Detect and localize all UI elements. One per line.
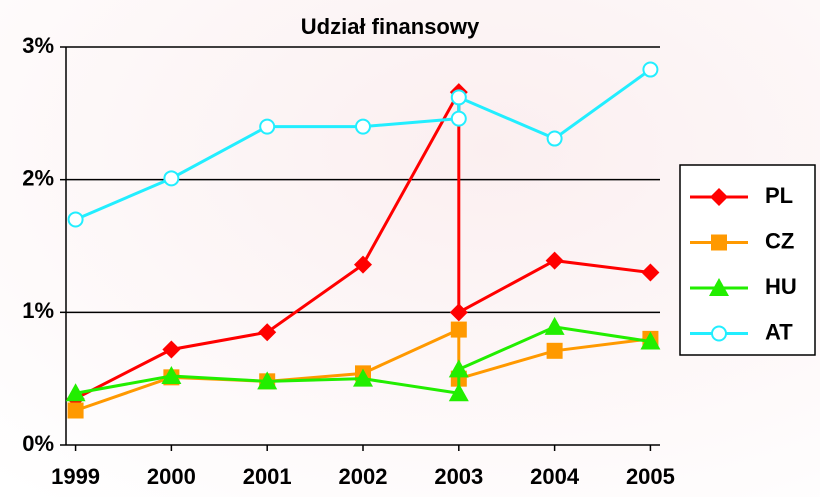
x-tick-label: 2002 [339, 464, 388, 489]
data-point [164, 171, 178, 185]
x-tick-label: 2001 [243, 464, 292, 489]
x-tick-label: 2005 [626, 464, 675, 489]
data-point [260, 120, 274, 134]
data-point [69, 212, 83, 226]
legend-box [680, 165, 815, 355]
legend-label: HU [765, 274, 797, 299]
y-tick-label: 3% [22, 33, 54, 58]
legend-label: PL [765, 183, 793, 208]
data-point [68, 403, 84, 419]
data-point [452, 90, 466, 104]
legend-label: CZ [765, 228, 794, 253]
x-tick-label: 2000 [147, 464, 196, 489]
y-tick-label: 1% [22, 298, 54, 323]
data-point [356, 120, 370, 134]
data-point [643, 63, 657, 77]
x-tick-label: 2004 [530, 464, 580, 489]
data-point [451, 322, 467, 338]
y-tick-label: 0% [22, 431, 54, 456]
legend-label: AT [765, 319, 793, 344]
data-point [452, 112, 466, 126]
data-point [547, 343, 563, 359]
chart-title: Udział finansowy [301, 14, 480, 39]
chart: Udział finansowy 0% 1% 2% 3% 1999 2000 2001 200… [0, 0, 820, 497]
legend-marker [712, 327, 726, 341]
legend-marker [711, 235, 727, 251]
x-tick-label: 1999 [51, 464, 100, 489]
y-tick-label: 2% [22, 165, 54, 190]
data-point [548, 132, 562, 146]
x-tick-label: 2003 [434, 464, 483, 489]
